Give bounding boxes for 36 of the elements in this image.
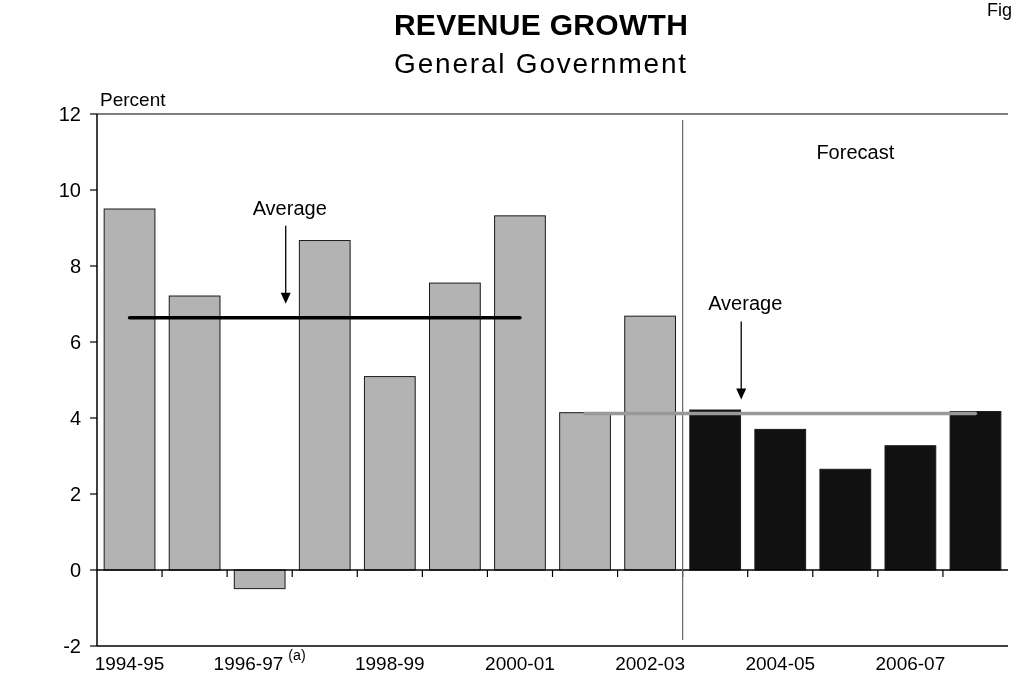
chart-title: REVENUE GROWTH [393, 7, 689, 41]
y-tick-label: -2 [63, 635, 81, 657]
y-tick-label: 0 [69, 559, 81, 581]
y-tick-label: 10 [58, 179, 81, 201]
x-tick-label: 1994-95 [94, 652, 165, 674]
bar [949, 411, 1002, 571]
bar [624, 315, 676, 571]
x-tick-label: 2002-03 [615, 652, 685, 674]
x-tick-label: 1996-97$^{(a)}$ [213, 647, 306, 674]
x-tick-label: 1998-99 [354, 652, 425, 674]
x-tick-label: 2006-07 [875, 652, 946, 674]
bar [754, 428, 807, 571]
bar [363, 376, 416, 571]
x-tick-label: 2004-05 [745, 652, 816, 674]
bar [233, 569, 286, 590]
y-tick-label: 2 [69, 483, 81, 505]
bar [429, 282, 481, 571]
bar [884, 445, 937, 571]
bar [298, 240, 351, 571]
text: Fig [986, 0, 1012, 20]
annotation: Average [708, 292, 783, 315]
annotation: Forecast [816, 141, 895, 163]
y-tick-label: 6 [69, 331, 81, 353]
bar [103, 208, 156, 571]
bar [559, 412, 611, 571]
bar [819, 468, 872, 571]
y-tick-label: 8 [69, 255, 81, 277]
y-tick-label: 4 [69, 407, 81, 429]
chart-subtitle: General Government [394, 47, 688, 79]
bar [689, 409, 742, 571]
y-tick-label: 12 [58, 103, 81, 125]
x-tick-label: 2000-01 [485, 652, 555, 674]
annotation: Average [252, 196, 327, 219]
bar [494, 215, 546, 571]
y-axis-title: Percent [100, 89, 167, 110]
bar [168, 295, 221, 571]
